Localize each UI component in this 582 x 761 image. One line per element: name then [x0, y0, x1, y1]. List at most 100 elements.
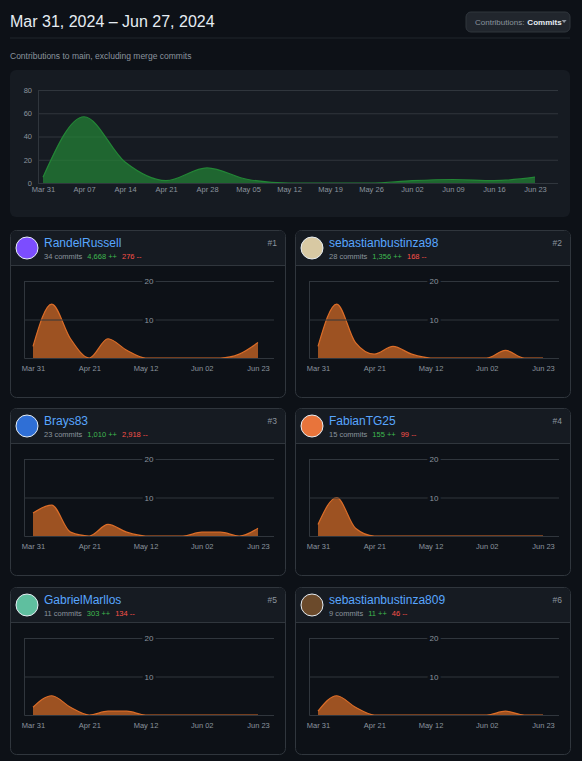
x-tick: May 12 [134, 715, 159, 730]
avatar[interactable] [301, 237, 323, 259]
x-tick: Mar 31 [22, 358, 45, 373]
card-header-background [296, 588, 570, 622]
x-tick-label: May 12 [134, 364, 159, 373]
x-tick-label: May 12 [134, 542, 159, 551]
x-tick: May 05 [236, 183, 261, 194]
x-tick: Jun 23 [532, 536, 555, 551]
card-background [11, 409, 286, 576]
plot-marks [318, 696, 543, 715]
button-value[interactable]: Commits [527, 18, 562, 27]
additions: 1,356 ++ [372, 252, 402, 261]
contributor-card: sebastianbustinza9828 commits1,356 ++168… [296, 231, 571, 398]
contributor-name[interactable]: Brays83 [44, 414, 88, 428]
subtitle: Contributions to main, excluding merge c… [10, 51, 191, 61]
x-tick: Apr 21 [79, 536, 101, 551]
button-label[interactable]: Contributions: [475, 18, 524, 27]
deletions: 134 -- [115, 609, 135, 618]
x-tick: Jun 23 [247, 358, 270, 373]
card-background [296, 231, 571, 398]
y-tick-label: 40 [24, 132, 32, 141]
x-tick-label: Jun 02 [476, 721, 499, 730]
y-tick-label: 10 [145, 673, 154, 682]
rank: #6 [553, 595, 563, 605]
x-tick: Mar 31 [22, 536, 45, 551]
y-tick-label: 20 [430, 634, 439, 643]
x-tick-label: Jun 23 [532, 542, 555, 551]
card-header-background [296, 231, 570, 265]
contributor-name[interactable]: RandelRussell [44, 236, 121, 250]
main-chart: 020406080Mar 31Apr 07Apr 14Apr 21Apr 28M… [10, 70, 570, 217]
y-tick: 10 [309, 494, 559, 503]
button-caret[interactable] [562, 20, 567, 23]
x-axis: Mar 31Apr 07Apr 14Apr 21Apr 28May 05May … [32, 183, 547, 194]
x-tick: Apr 21 [364, 536, 386, 551]
plot-marks [318, 304, 543, 358]
area [33, 505, 258, 536]
avatar[interactable] [16, 415, 38, 437]
card-header-divider [11, 443, 285, 444]
rank: #4 [553, 416, 563, 426]
avatar[interactable] [301, 415, 323, 437]
card-header-divider [11, 265, 285, 266]
contributor-name[interactable]: sebastianbustinza809 [329, 593, 445, 607]
x-tick: May 12 [419, 715, 444, 730]
commit-count: 23 commits [44, 430, 83, 439]
card-header-divider [296, 622, 570, 623]
additions: 155 ++ [372, 430, 396, 439]
contributions-button[interactable]: Contributions:Commits [466, 12, 570, 32]
x-tick-label: Jun 23 [247, 721, 270, 730]
commit-count: 15 commits [329, 430, 368, 439]
x-tick-label: Jun 16 [483, 185, 506, 194]
avatar[interactable] [16, 594, 38, 616]
x-tick-label: Apr 21 [79, 721, 101, 730]
y-tick-label: 20 [145, 455, 154, 464]
rank: #5 [268, 595, 278, 605]
x-tick-label: Apr 21 [364, 364, 386, 373]
x-tick: Jun 02 [191, 536, 214, 551]
x-axis: Mar 31Apr 21May 12Jun 02Jun 23 [307, 715, 555, 730]
area-outline [43, 117, 535, 183]
x-tick: Apr 21 [364, 358, 386, 373]
x-tick-label: May 12 [134, 721, 159, 730]
y-tick-label: 10 [145, 494, 154, 503]
button-text[interactable]: Contributions:Commits [475, 18, 562, 27]
y-axis-line [310, 639, 560, 716]
x-tick: Jun 02 [476, 715, 499, 730]
y-tick-label: 10 [430, 673, 439, 682]
button-background[interactable] [466, 12, 570, 32]
y-tick-label: 80 [24, 86, 32, 95]
y-tick-label: 20 [145, 277, 154, 286]
card-background [296, 409, 571, 576]
card-header-background [11, 409, 285, 443]
avatar[interactable] [301, 594, 323, 616]
y-tick-label: 10 [145, 316, 154, 325]
y-axis: 10 20 [24, 634, 274, 715]
x-tick-label: Mar 31 [22, 542, 45, 551]
contributor-name[interactable]: GabrielMarllos [44, 593, 121, 607]
x-tick: Jun 02 [476, 536, 499, 551]
y-tick-label: 60 [24, 109, 32, 118]
area [318, 304, 543, 358]
contributor-name[interactable]: sebastianbustinza98 [329, 236, 439, 250]
x-tick-label: Apr 28 [196, 185, 218, 194]
canvas: Mar 31, 2024 – Jun 27, 2024Contributions… [0, 0, 582, 761]
x-tick-label: Jun 23 [247, 364, 270, 373]
x-tick-label: Apr 14 [114, 185, 136, 194]
contributor-name[interactable]: FabianTG25 [329, 414, 396, 428]
area-outline [318, 696, 543, 715]
y-tick: 80 [24, 86, 558, 95]
x-tick: Jun 09 [442, 183, 465, 194]
y-tick-label: 20 [145, 634, 154, 643]
x-tick: May 19 [318, 183, 343, 194]
deletions: 168 -- [407, 252, 427, 261]
commit-count: 34 commits [44, 252, 83, 261]
y-axis: 10 20 [24, 277, 274, 358]
y-tick: 60 [24, 109, 558, 118]
x-axis: Mar 31Apr 21May 12Jun 02Jun 23 [22, 536, 270, 551]
x-tick: Mar 31 [22, 715, 45, 730]
y-tick: 20 [24, 455, 274, 464]
avatar[interactable] [16, 237, 38, 259]
x-axis: Mar 31Apr 21May 12Jun 02Jun 23 [307, 358, 555, 373]
x-tick: Apr 28 [196, 183, 218, 194]
contributor-card: FabianTG2515 commits155 ++99 --#4Mar 31A… [296, 409, 571, 576]
